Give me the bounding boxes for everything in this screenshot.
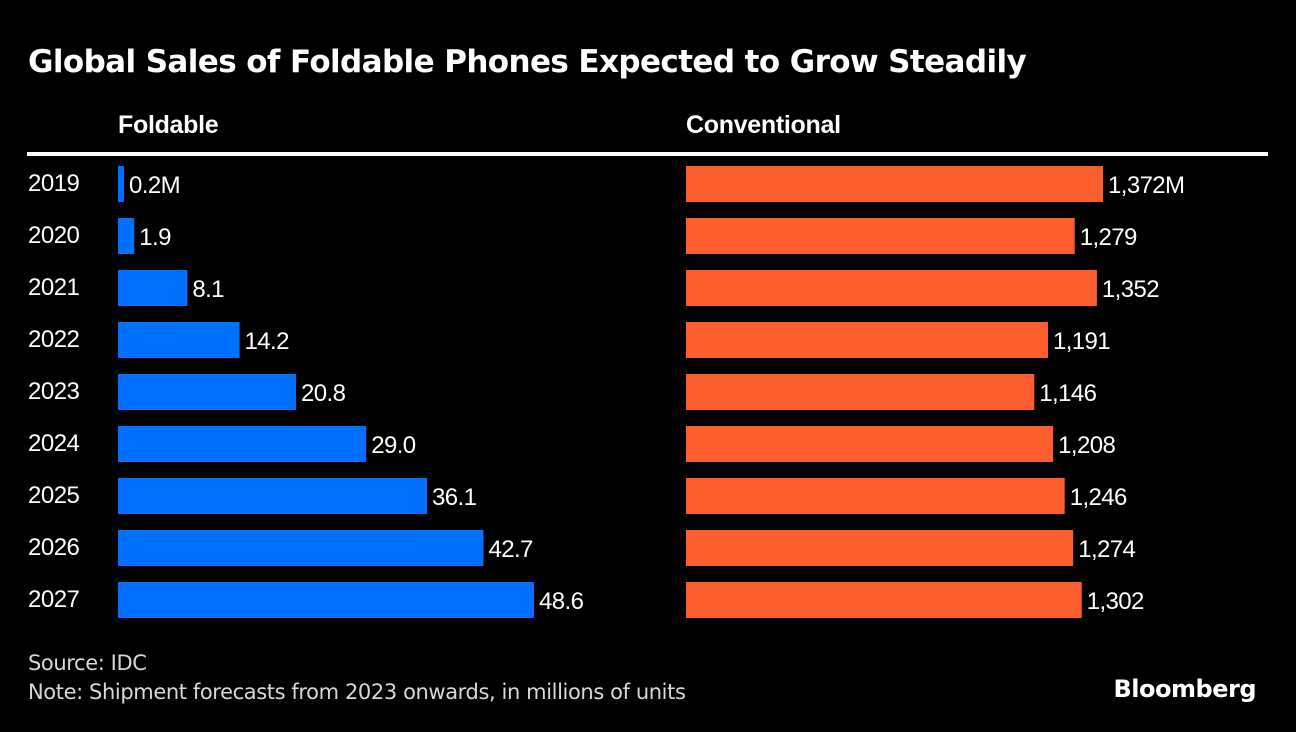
bloomberg-logo: Bloomberg — [1113, 675, 1257, 703]
conventional-value-label-2019: 1,372M — [1108, 172, 1184, 199]
foldable-value-label-2021: 8.1 — [192, 276, 224, 303]
header-rule — [27, 152, 1268, 156]
conventional-bar-2022 — [686, 322, 1048, 358]
panel-title-foldable: Foldable — [118, 111, 219, 139]
conventional-value-label-2026: 1,274 — [1078, 536, 1135, 563]
conventional-bar-2025 — [686, 478, 1065, 514]
panel-title-conventional: Conventional — [686, 111, 841, 139]
category-label-2022: 2022 — [28, 326, 80, 353]
foldable-bar-2027 — [118, 582, 534, 618]
foldable-bar-2021 — [118, 270, 188, 306]
chart-title: Global Sales of Foldable Phones Expected… — [28, 44, 1027, 80]
foldable-bar-2025 — [118, 478, 428, 514]
foldable-bar-2024 — [118, 426, 367, 462]
conventional-bar-2020 — [686, 218, 1075, 254]
category-label-2027: 2027 — [28, 586, 80, 613]
category-label-2025: 2025 — [28, 482, 80, 509]
foldable-value-label-2025: 36.1 — [432, 484, 477, 511]
foldable-bar-2023 — [118, 374, 297, 410]
conventional-value-label-2024: 1,208 — [1058, 432, 1115, 459]
foldable-bar-2022 — [118, 322, 240, 358]
foldable-value-label-2022: 14.2 — [245, 328, 290, 355]
foldable-value-label-2026: 42.7 — [488, 536, 533, 563]
foldable-bar-2019 — [118, 166, 124, 202]
conventional-value-label-2020: 1,279 — [1080, 224, 1137, 251]
conventional-bar-2026 — [686, 530, 1074, 566]
conventional-value-label-2022: 1,191 — [1053, 328, 1110, 355]
conventional-bar-2019 — [686, 166, 1103, 202]
conventional-value-label-2027: 1,302 — [1087, 588, 1144, 615]
category-label-2024: 2024 — [28, 430, 80, 457]
conventional-value-label-2023: 1,146 — [1039, 380, 1096, 407]
foldable-value-label-2027: 48.6 — [539, 588, 584, 615]
units-note: Note: Shipment forecasts from 2023 onwar… — [28, 680, 686, 704]
category-label-2019: 2019 — [28, 170, 80, 197]
foldable-bar-2026 — [118, 530, 484, 566]
conventional-value-label-2025: 1,246 — [1070, 484, 1127, 511]
conventional-bar-2023 — [686, 374, 1035, 410]
conventional-bar-2024 — [686, 426, 1054, 462]
source-note: Source: IDC — [28, 651, 147, 675]
foldable-value-label-2020: 1.9 — [139, 224, 171, 251]
category-label-2023: 2023 — [28, 378, 80, 405]
conventional-value-label-2021: 1,352 — [1102, 276, 1159, 303]
category-label-2026: 2026 — [28, 534, 80, 561]
category-label-2021: 2021 — [28, 274, 80, 301]
footnote: Source: IDC Note: Shipment forecasts fro… — [28, 649, 686, 707]
foldable-value-label-2023: 20.8 — [301, 380, 346, 407]
conventional-bar-2021 — [686, 270, 1097, 306]
category-label-2020: 2020 — [28, 222, 80, 249]
foldable-bar-2020 — [118, 218, 135, 254]
conventional-bar-2027 — [686, 582, 1082, 618]
foldable-value-label-2019: 0.2M — [129, 172, 180, 199]
foldable-value-label-2024: 29.0 — [371, 432, 416, 459]
